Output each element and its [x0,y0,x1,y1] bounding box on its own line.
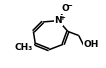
Text: O: O [61,4,69,13]
Text: OH: OH [83,40,99,50]
Text: +: + [59,15,65,21]
Text: N: N [55,16,62,25]
Text: CH₃: CH₃ [15,43,33,52]
Text: −: − [65,1,72,10]
